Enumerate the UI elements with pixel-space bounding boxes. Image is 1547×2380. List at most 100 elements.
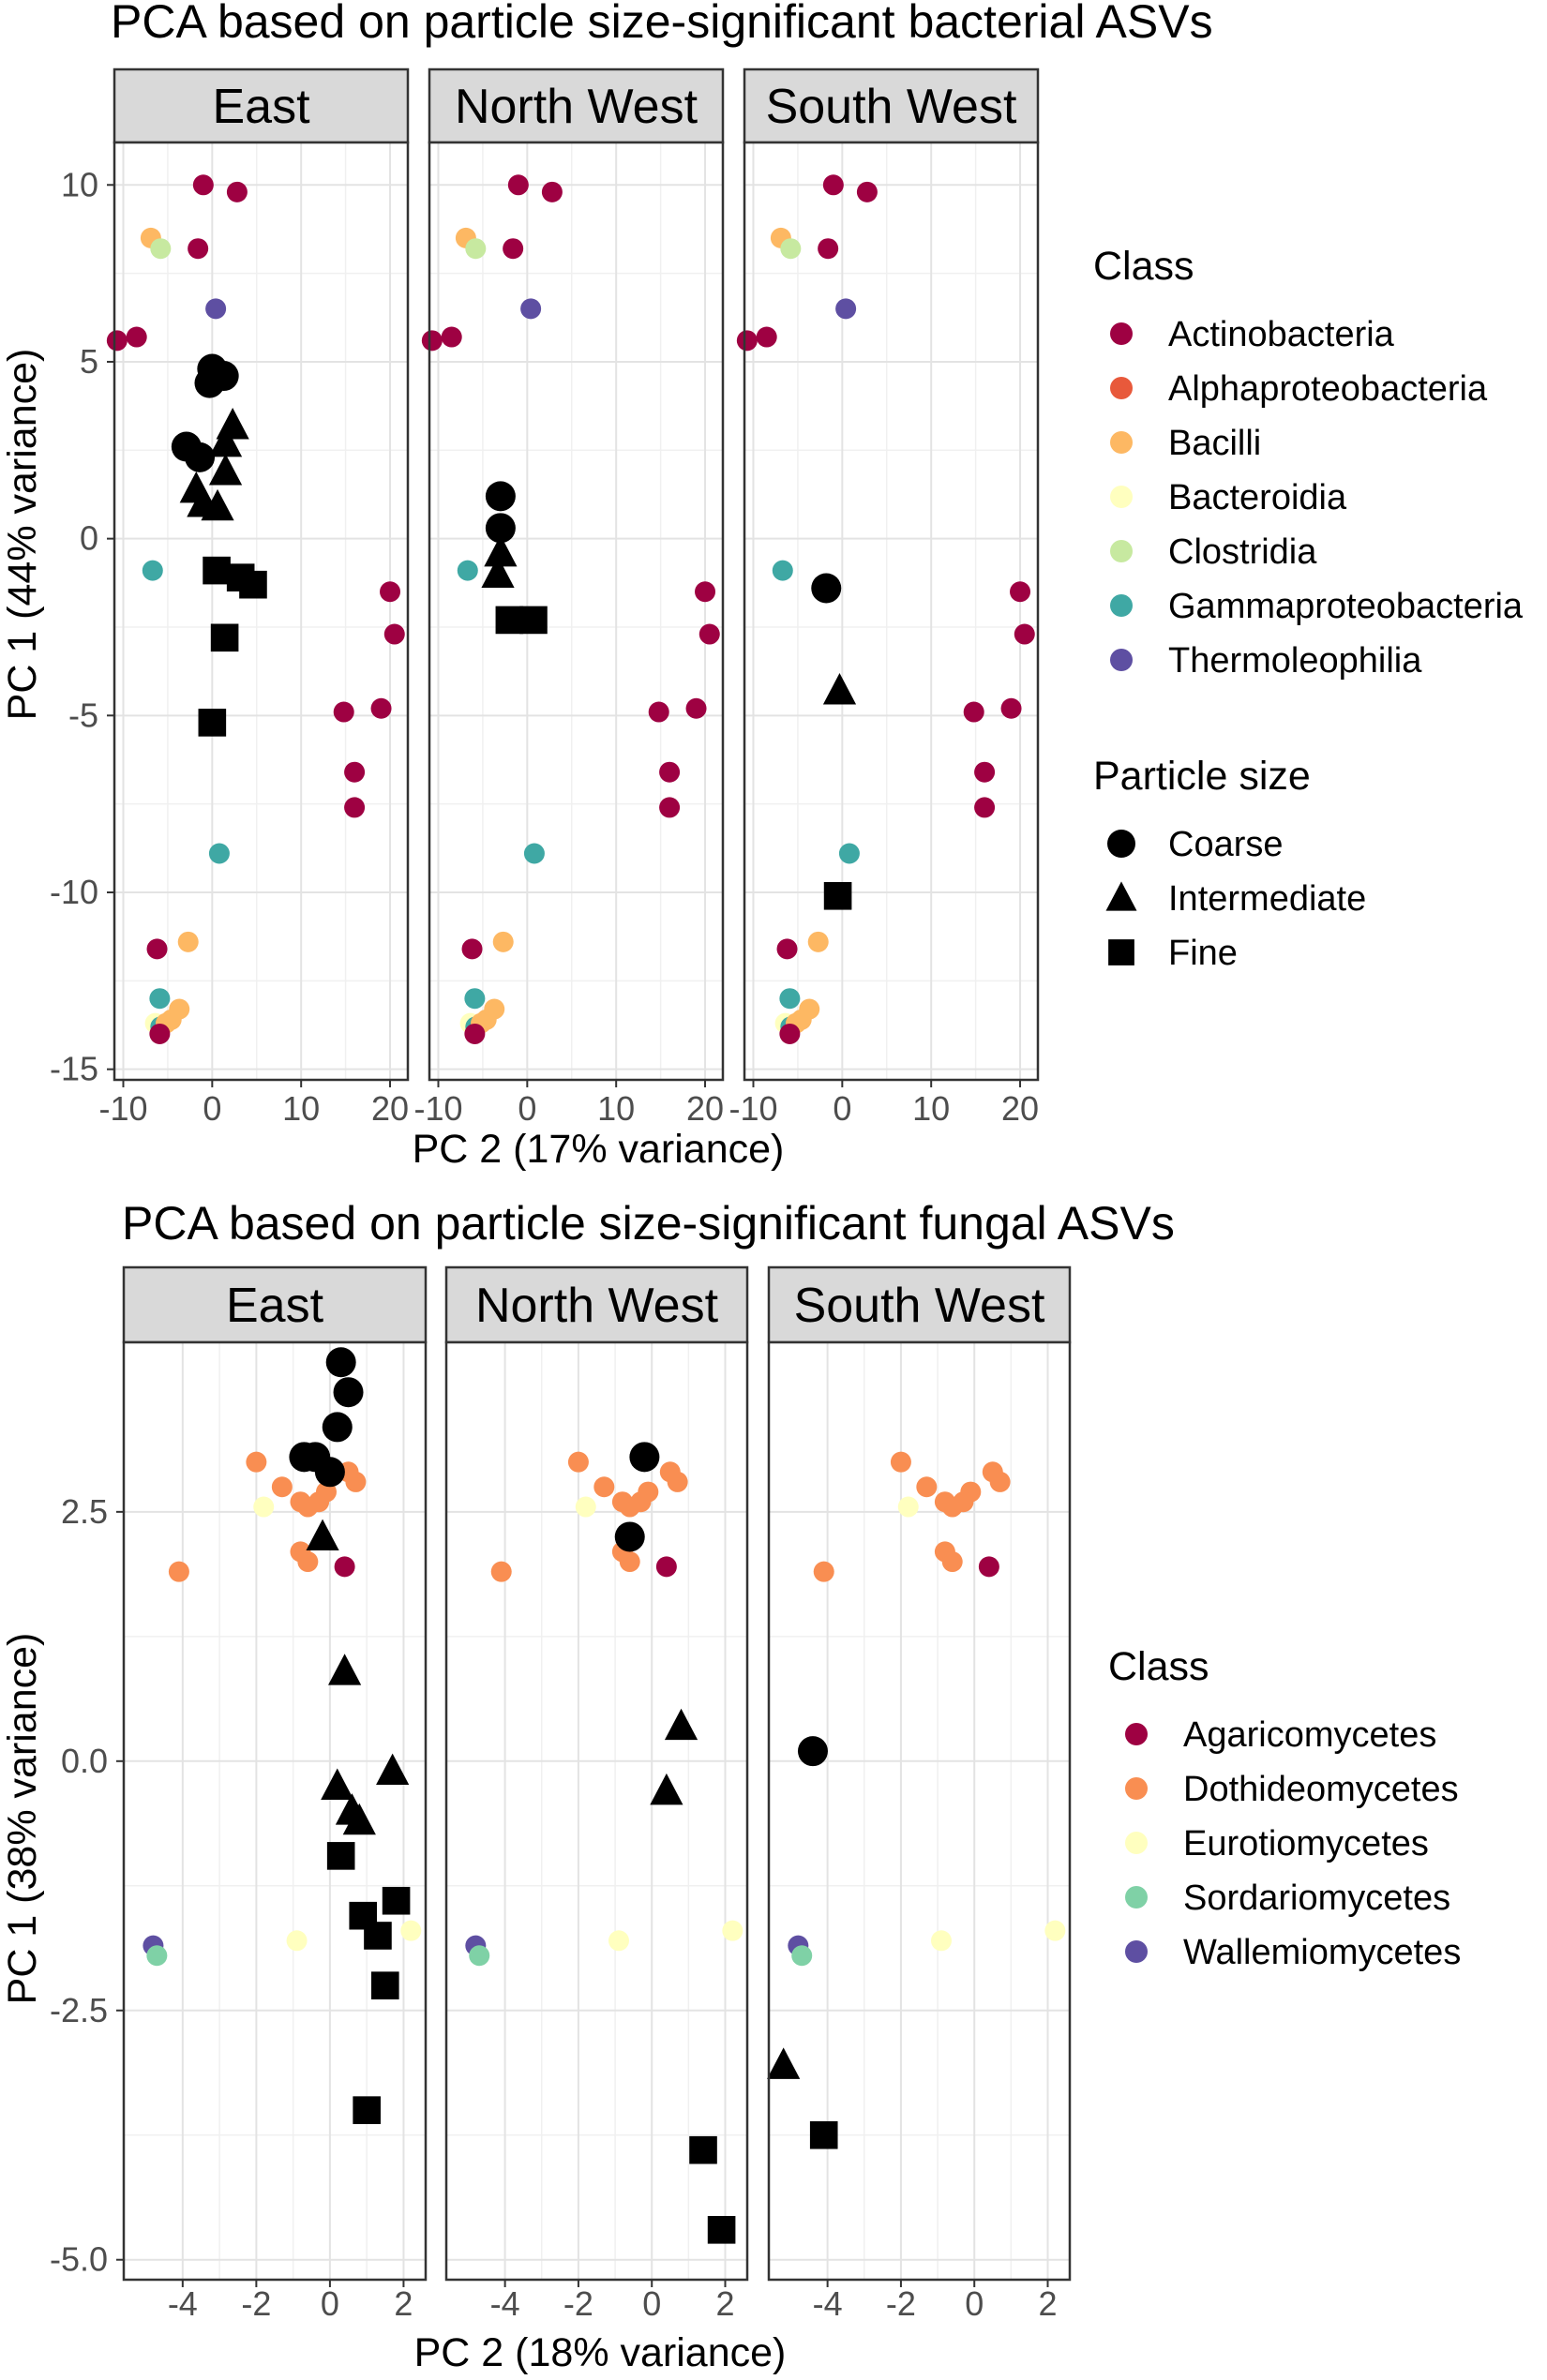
x-tick-label: 20 <box>1001 1089 1039 1128</box>
legend-label-sordariomycetes: Sordariomycetes <box>1183 1879 1450 1918</box>
sample-fine <box>353 2096 381 2124</box>
point-dothideomycetes <box>168 1561 189 1582</box>
point-actinobacteria <box>698 623 720 645</box>
sample-coarse <box>333 1377 364 1408</box>
fungal-sample-points-south-west <box>767 1736 838 2149</box>
point-eurotiomycetes <box>1044 1920 1066 1941</box>
bacterial-legend-shape-title: Particle size <box>1093 754 1311 799</box>
bacterial-strip-label-north-west: North West <box>455 80 698 134</box>
x-tick-label: 0 <box>965 2284 984 2323</box>
sample-coarse <box>797 1736 828 1767</box>
bacterial-strip-label-south-west: South West <box>766 80 1017 134</box>
point-actinobacteria <box>149 1023 171 1044</box>
bacterial-plot-bg-north-west <box>429 142 723 1080</box>
point-actinobacteria <box>541 181 563 202</box>
point-bacilli <box>177 931 199 952</box>
point-actinobacteria <box>146 938 168 960</box>
x-tick-label: 0 <box>833 1089 851 1128</box>
point-eurotiomycetes <box>897 1496 919 1518</box>
fungal-panel-border-south-west <box>767 1340 1072 2282</box>
point-dothideomycetes <box>667 1471 688 1492</box>
x-tick-label: -4 <box>813 2284 843 2323</box>
point-eurotiomycetes <box>930 1930 952 1952</box>
point-gammaproteobacteria <box>772 560 793 581</box>
sample-intermediate <box>481 556 515 588</box>
sample-intermediate <box>208 425 243 457</box>
sample-fine <box>382 1886 411 1915</box>
point-actinobacteria <box>736 330 758 352</box>
point-gammaproteobacteria <box>523 843 545 864</box>
legend-key-intermediate <box>1105 881 1137 911</box>
point-dothideomycetes <box>941 1496 963 1518</box>
point-actinobacteria <box>226 181 248 202</box>
point-actinobacteria <box>659 761 681 783</box>
legend-key-bacilli <box>1110 431 1133 454</box>
x-tick-label: 0 <box>642 2284 661 2323</box>
point-actinobacteria <box>188 238 209 260</box>
point-dothideomycetes <box>567 1451 589 1473</box>
bacterial-grid-east <box>114 142 408 1080</box>
legend-label-agaricomycetes: Agaricomycetes <box>1183 1715 1436 1755</box>
point-gammaproteobacteria <box>464 988 486 1010</box>
y-tick-label: -10 <box>50 873 98 911</box>
point-eurotiomycetes <box>400 1920 422 1941</box>
point-sordariomycetes <box>469 1945 490 1967</box>
point-dothideomycetes <box>916 1476 938 1498</box>
bacterial-panel-north-west: North West -10 0 10 20 <box>413 67 725 1128</box>
y-tick-label: -5 <box>68 696 98 734</box>
point-actinobacteria <box>822 174 844 196</box>
point-actinobacteria <box>383 623 405 645</box>
x-tick-label: 0 <box>203 1089 221 1128</box>
x-tick-label: 0 <box>321 2284 339 2323</box>
legend-label-wallemiomycetes: Wallemiomycetes <box>1183 1933 1461 1972</box>
x-tick-label: -4 <box>168 2284 198 2323</box>
point-actinobacteria <box>695 581 716 603</box>
sample-intermediate <box>306 1519 339 1551</box>
sample-fine <box>203 556 231 585</box>
sample-intermediate <box>664 1708 698 1741</box>
fungal-strip-north-west <box>444 1265 749 1344</box>
point-gammaproteobacteria <box>149 988 171 1010</box>
point-dothideomycetes <box>890 1451 911 1473</box>
x-tick-label: 10 <box>597 1089 635 1128</box>
legend-label-actinobacteria: Actinobacteria <box>1168 315 1395 354</box>
fungal-legend: Class Agaricomycetes Dothideomycetes Euroti… <box>1108 1644 1461 1972</box>
point-actinobacteria <box>503 238 524 260</box>
bacterial-grid-south-west <box>744 142 1038 1080</box>
point-sordariomycetes <box>791 1945 813 1967</box>
point-agaricomycetes <box>334 1556 355 1578</box>
sample-fine <box>689 2135 717 2164</box>
legend-label-dothideomycetes: Dothideomycetes <box>1183 1770 1459 1809</box>
fungal-sample-points-north-west <box>614 1442 736 2244</box>
sample-intermediate <box>201 488 234 521</box>
point-gammaproteobacteria <box>457 560 478 581</box>
legend-key-alphaproteobacteria <box>1110 377 1133 399</box>
sample-coarse <box>194 367 225 398</box>
point-gammaproteobacteria <box>208 843 230 864</box>
bacterial-plot-bg-south-west <box>744 142 1038 1080</box>
bacterial-x-axis-label: PC 2 (17% variance) <box>413 1127 785 1172</box>
bacterial-taxa-points-south-west <box>736 174 1035 1044</box>
bacterial-panel-border-north-west <box>428 141 725 1082</box>
point-dothideomycetes <box>593 1476 615 1498</box>
point-thermoleophilia <box>835 298 857 320</box>
point-dothideomycetes <box>271 1476 293 1498</box>
point-eurotiomycetes <box>253 1496 275 1518</box>
sample-coarse <box>614 1521 645 1552</box>
point-actinobacteria <box>192 174 214 196</box>
bacterial-legend: Class Actinobacteria Alphaproteobacteria Ba… <box>1093 244 1524 973</box>
sample-coarse <box>629 1442 660 1473</box>
x-tick-label: 20 <box>686 1089 724 1128</box>
point-bacilli <box>492 931 514 952</box>
point-dothideomycetes <box>989 1471 1011 1492</box>
y-tick-label: -2.5 <box>50 1991 108 2029</box>
x-tick-label: 2 <box>715 2284 734 2323</box>
point-dothideomycetes <box>345 1471 367 1492</box>
point-actinobacteria <box>333 701 354 723</box>
sample-fine <box>519 606 548 635</box>
sample-fine <box>239 570 267 599</box>
point-actinobacteria <box>461 938 483 960</box>
x-tick-label: -4 <box>490 2284 520 2323</box>
